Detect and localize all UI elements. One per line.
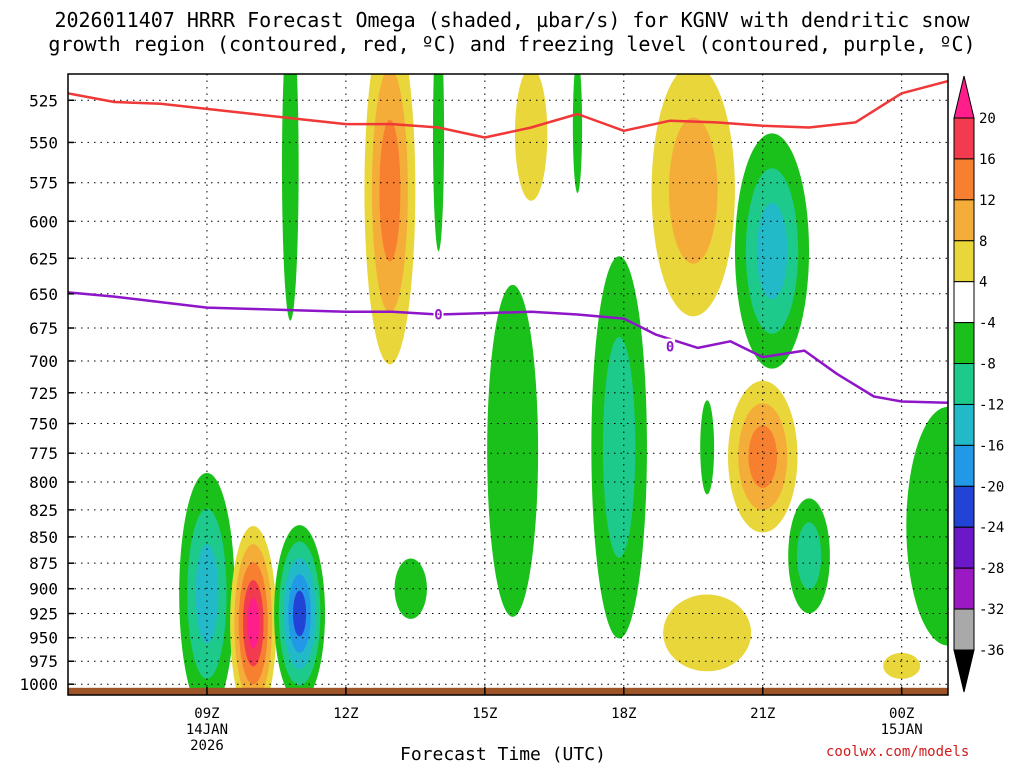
omega-shade-slanted-down-2000-1 (668, 117, 718, 264)
y-tick-label: 1000 (19, 675, 58, 694)
y-tick-label: 825 (29, 501, 58, 520)
y-tick-label: 725 (29, 384, 58, 403)
chart-title-line-1: 2026011407 HRRR Forecast Omega (shaded, … (54, 8, 970, 32)
x-tick-label: 12Z (333, 706, 358, 722)
y-tick-label: 650 (29, 285, 58, 304)
colorbar-label: -32 (979, 602, 1004, 618)
x-tick-label: 00Z (889, 706, 914, 722)
colorbar-swatch (953, 322, 975, 365)
x-tick-label: 18Z (611, 706, 636, 722)
colorbar-swatch (953, 281, 975, 324)
colorbar-label: -4 (979, 316, 996, 332)
colorbar-swatch (953, 485, 975, 528)
omega-shade-lowlevel-up-0900-2 (195, 544, 219, 644)
colorbar-label: 12 (979, 193, 996, 209)
y-tick-label: 750 (29, 414, 58, 433)
omega-shade-midlevel-up-1700-0 (572, 74, 583, 194)
colorbar-swatch (953, 526, 975, 569)
colorbar-label: -8 (979, 357, 996, 373)
x-tick-label: 21Z (750, 706, 775, 722)
y-tick-label: 525 (29, 91, 58, 110)
y-tick-label: 550 (29, 133, 58, 152)
colorbar-swatch (953, 158, 975, 201)
colorbar: 20 16 12 8 4 -4 -8 -12 -16 -20 -24 -28 -32 -36 (953, 75, 1004, 693)
colorbar-label: -16 (979, 438, 1004, 454)
colorbar-label: 8 (979, 234, 987, 250)
contour-label-bg (433, 306, 444, 321)
y-tick-label: 850 (29, 528, 58, 547)
colorbar-label: -36 (979, 643, 1004, 659)
omega-shade-lowlevel-down-2100-2 (748, 425, 778, 488)
y-tick-label: 625 (29, 249, 58, 268)
contour-label-bg (665, 338, 676, 353)
colorbar-bottom-arrow (953, 649, 975, 693)
colorbar-top-arrow (953, 75, 975, 119)
y-tick-label: 800 (29, 473, 58, 492)
y-tick-label: 700 (29, 352, 58, 371)
x-axis-title: Forecast Time (UTC) (400, 744, 606, 765)
dendritic-growth-contour (68, 79, 948, 139)
freezing-level-label: 0 (434, 307, 442, 323)
colorbar-swatch (953, 240, 975, 283)
colorbar-swatch (953, 199, 975, 242)
omega-shade-lowlevel-up-1330-0 (394, 558, 427, 619)
plot-frame (67, 73, 949, 696)
omega-shade-lowlevel-down-1930-0 (663, 594, 752, 672)
omega-shade-midlevel-up-1400-0 (432, 74, 445, 252)
freezing-level-label: 0 (666, 340, 674, 356)
site-credit: coolwx.com/models (826, 744, 970, 760)
ground-surface (68, 687, 948, 695)
y-tick-label: 900 (29, 580, 58, 599)
omega-shade-lowlevel-up-2200-1 (796, 522, 822, 590)
omega-shade-deep-up-1800-1 (602, 336, 636, 558)
omega-shade-midlevel-down-1600-0 (514, 74, 548, 201)
colorbar-label: -24 (979, 520, 1004, 536)
omega-shade-lowlevel-up-0030-0 (906, 406, 948, 646)
x-tick-date: 14JAN (186, 722, 228, 738)
omega-shade-lowlevel-down-1000-4 (247, 598, 260, 649)
colorbar-swatch (953, 444, 975, 487)
colorbar-label: -28 (979, 561, 1004, 577)
omega-shade-midlevel-up-2100-2 (756, 202, 788, 300)
y-tick-label: 675 (29, 319, 58, 338)
colorbar-swatch (953, 117, 975, 160)
y-tick-label: 575 (29, 174, 58, 193)
x-tick-label: 09Z (194, 706, 219, 722)
omega-shade-lowlevel-up-2000-0 (700, 400, 715, 495)
omega-shade-lowlevel-up-1100-4 (292, 590, 307, 637)
y-tick-label: 950 (29, 629, 58, 648)
colorbar-swatch (953, 403, 975, 446)
y-tick-label: 975 (29, 652, 58, 671)
omega-shade-slanted-up-1600-0 (487, 284, 539, 617)
x-tick-date: 15JAN (881, 722, 923, 738)
colorbar-label: -20 (979, 479, 1004, 495)
y-tick-label: 775 (29, 444, 58, 463)
colorbar-label: 20 (979, 111, 996, 127)
colorbar-label: -12 (979, 397, 1004, 413)
y-tick-label: 925 (29, 605, 58, 624)
colorbar-swatch (953, 363, 975, 405)
x-tick-label: 15Z (472, 706, 497, 722)
omega-shade-midlevel-up-1040-0 (281, 74, 299, 321)
colorbar-label: 16 (979, 152, 996, 168)
omega-shade-midlevel-down-1300-2 (379, 119, 401, 262)
y-tick-label: 875 (29, 554, 58, 573)
freezing-level-contour (68, 291, 948, 404)
y-tick-label: 600 (29, 212, 58, 231)
chart-title-line-2: growth region (contoured, red, ºC) and f… (48, 32, 976, 56)
colorbar-swatch (953, 567, 975, 610)
colorbar-label: 4 (979, 275, 987, 291)
x-tick-year: 2026 (190, 738, 224, 754)
colorbar-swatch (953, 608, 975, 651)
